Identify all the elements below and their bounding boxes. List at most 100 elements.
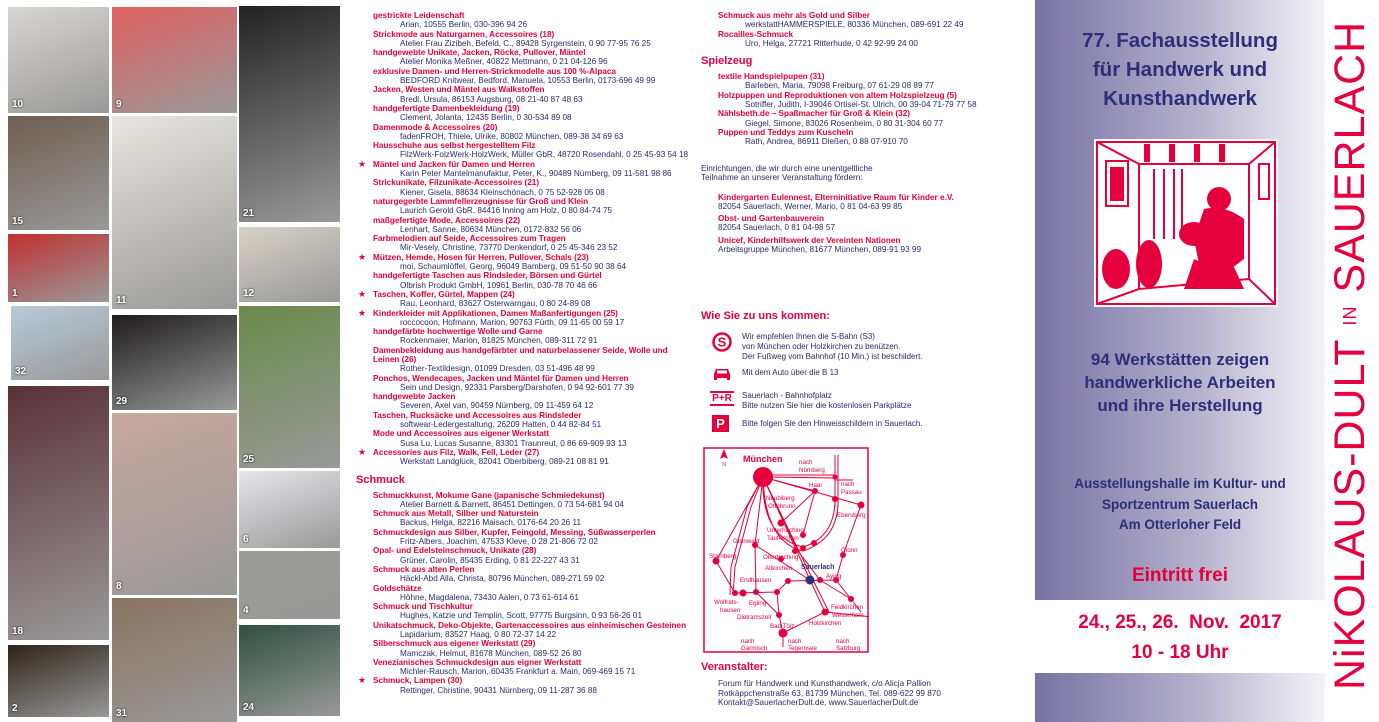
star-icon: ★ [358,307,367,318]
product-photo: 4 [239,551,340,619]
entry-title: Schmuckdesign aus Silber, Kupfer, Feingo… [373,527,656,537]
organizer-contact-link[interactable]: Kontakt@SauerlacherDult.de, www.Sauerlac… [718,698,919,707]
exhibitor-list-column-1: gestrickte Leidenschaft Arian, 10555 Berl… [356,11,693,695]
entry-address: fadenFROH, Thiele, Ulrike, 80802 München… [400,131,624,141]
entry-address: Severen, Axel van, 90459 Nürnberg, 09 11… [400,401,594,411]
direction-text: Der Fußweg vom Bahnhof (10 Min.) ist bes… [742,352,923,361]
product-photo: 2 [8,645,109,717]
entry-title: exklusive Damen- und Herren-Strickmodell… [373,66,616,76]
map-town-marker [785,578,791,584]
entry-title: Silberschmuck aus eigener Werkstatt (29) [373,639,536,649]
exhibitor-entry: Damenbekleidung aus handgefärbter und na… [373,346,693,374]
entry-address: 82054 Sauerlach, Werner, Mario, 0 81 04-… [718,201,903,211]
exhibitor-entry: handgewebte Unikate, Jacken, Röcke, Pull… [373,48,693,67]
map-town-marker [840,552,846,558]
entry-address: Sotriffer, Judith, I-39046 Ortisei-St. U… [745,100,977,110]
map-place-label: Neubiberg [766,495,795,502]
map-town-marker [811,540,817,546]
organizer-info: Forum für Handwerk und Kunsthandwerk, c/… [718,679,941,708]
entry-address: softwear-Ledergestaltung, 26209 Hatten, … [400,420,602,430]
entry-address: Giegel, Simone, 83026 Rosenheim, 0 80 31… [745,118,943,128]
map-place-label: Ottobrunn [768,503,796,510]
map-place-label: Taufkirchen [767,535,799,542]
photo-number: 4 [243,605,249,616]
exhibitor-entry: Hausschuhe aus selbst hergestelltem Filz… [373,141,693,160]
photo-number: 11 [116,295,127,306]
entry-title: Damenbekleidung aus handgefärbter und na… [373,345,668,364]
compass-icon: N [720,449,728,468]
entry-title: Schmuck aus mehr als Gold und Silber [718,11,870,20]
compass-label: N [722,462,726,468]
exhibitor-entry: ★ Kinderkleider mit Applikationen, Damen … [358,308,693,328]
entry-title: Schmuckkunst, Mokume Gane (japanische Sc… [373,490,605,500]
map-place-label: Sauerlach [801,564,834,571]
map-town-marker [776,612,782,618]
map-place-label: Grünwald [733,538,760,545]
entry-address: Uro, Helga, 27721 Ritterhude, 0 42 92-99… [745,38,918,48]
product-photo: 18 [8,386,109,640]
map-place-label: Garmisch [741,645,768,652]
woodcut-potter-illustration [1094,139,1278,307]
entry-address: Olbrish Produkt GmbH, 10961 Berlin, 030-… [400,280,598,290]
exhibitor-entry: Schmuck aus mehr als Gold und Silber werk… [718,11,1018,30]
exhibitor-entry: Rocailles-Schmuck Uro, Helga, 27721 Ritte… [718,30,1018,49]
direction-text: Mit dem Auto über die B 13 [742,368,839,377]
entry-address: Häckl-Abd Alla, Christa, 80796 München, … [400,574,605,584]
product-photo: 24 [239,625,340,716]
entry-title: Puppen und Teddys zum Kuscheln [718,127,854,137]
map-place-label: Aying [826,573,842,580]
exhibitor-entry: Schmuck und Tischkultur Hughes, Katzie un… [373,602,693,621]
exhibitor-entry: Unikatschmuck, Deko-Objekte, Gartenacces… [373,621,693,640]
map-town-marker [712,557,720,565]
entry-title: Ponchos, Wendecapes, Jacken und Mäntel f… [373,373,629,383]
map-town-marker [774,589,780,595]
map-town-marker [752,542,758,548]
direction-text: Bitte nutzen Sie hier die kostenlosen Pa… [742,401,912,410]
entry-address: Bredl, Ursula, 86153 Augsburg, 08 21-40 … [400,94,583,104]
entry-title: Kinderkleider mit Applikationen, Damen M… [373,308,618,318]
entry-title: handgefertigte Damenbekleidung (19) [373,103,520,113]
photo-number: 29 [116,396,128,407]
entry-address: Mir-Vesely, Christine, 73770 Denkendorf,… [400,243,618,253]
photo-number: 1 [12,288,18,299]
exhibitor-entry: ★ Taschen, Koffer, Gürtel, Mappen (24) Rau… [358,289,693,309]
subline-line: handwerkliche Arbeiten [1084,373,1276,392]
map-town-marker [800,532,806,538]
map-place-label: Glonn [841,547,858,554]
entry-title: Rocailles-Schmuck [718,29,794,39]
parking-icon: P [712,415,729,432]
map-town-marker [753,589,759,595]
photo-number: 32 [15,366,27,377]
exhibitor-entry: Silberschmuck aus eigener Werkstatt (29)… [373,639,693,658]
exhibitor-entry: handgefärbte hochwertige Wolle und Garne… [373,327,693,346]
map-town-marker [812,488,818,494]
product-photo: 32 [11,306,109,380]
exhibitor-entry: Taschen, Rucksäcke und Accessoires aus R… [373,411,693,430]
product-photo: 31 [112,598,237,722]
entry-address: Barleben, Maria, 79098 Freiburg, 07 61-2… [745,81,934,91]
car-icon [714,369,730,380]
map-border [703,447,869,653]
entry-address: Lenhart, Sanne, 80634 München, 0172-832 … [400,224,582,234]
exhibitor-entry: textile Handspielpupen (31) Barleben, Mar… [718,72,1018,91]
headline-line: 77. Fachausstellung [1082,29,1278,52]
cover-subline: 94 Werkstätten zeigen handwerkliche Arbe… [1035,348,1325,417]
svg-text:S: S [718,335,727,350]
entry-address: Michler-Rausch, Marion, 60435 Frankfurt … [400,667,636,677]
exhibitor-entry: Jacken, Westen und Mäntel aus Walkstoffe… [373,85,693,104]
exhibitor-entry: Nählsbeth.de – Spaßmacher für Groß & Kle… [718,109,1018,128]
photo-number: 2 [12,703,18,714]
photo-number: 10 [12,99,24,110]
map-place-label: nach [836,638,850,645]
entry-address: Rau, Leonhard, 83627 Osterwarngau, 0 80 … [400,299,591,309]
entry-address: moi, Schaumlöffel, Georg, 96049 Bamberg,… [400,262,627,272]
exhibitor-entry: Kindergarten Eulennest, Elterninitiative… [718,193,1001,212]
entry-address: Rother-Textildesign, 01099 Dresden, 03 5… [400,364,595,374]
entry-title: maßgefertigte Mode, Accessoires (22) [373,215,521,225]
exhibitor-entry: ★ Accessories aus Filz, Walk, Fell, Leder… [358,447,693,467]
entry-title: Hausschuhe aus selbst hergestelltem Filz [373,141,536,151]
exhibitor-entry: Farbmelodien auf Seide, Accessoires zum … [373,234,693,253]
photo-number: 9 [116,99,122,110]
direction-text: von München oder Holzkirchen zu benützen… [742,342,901,351]
map-place-label: nach [841,481,855,488]
